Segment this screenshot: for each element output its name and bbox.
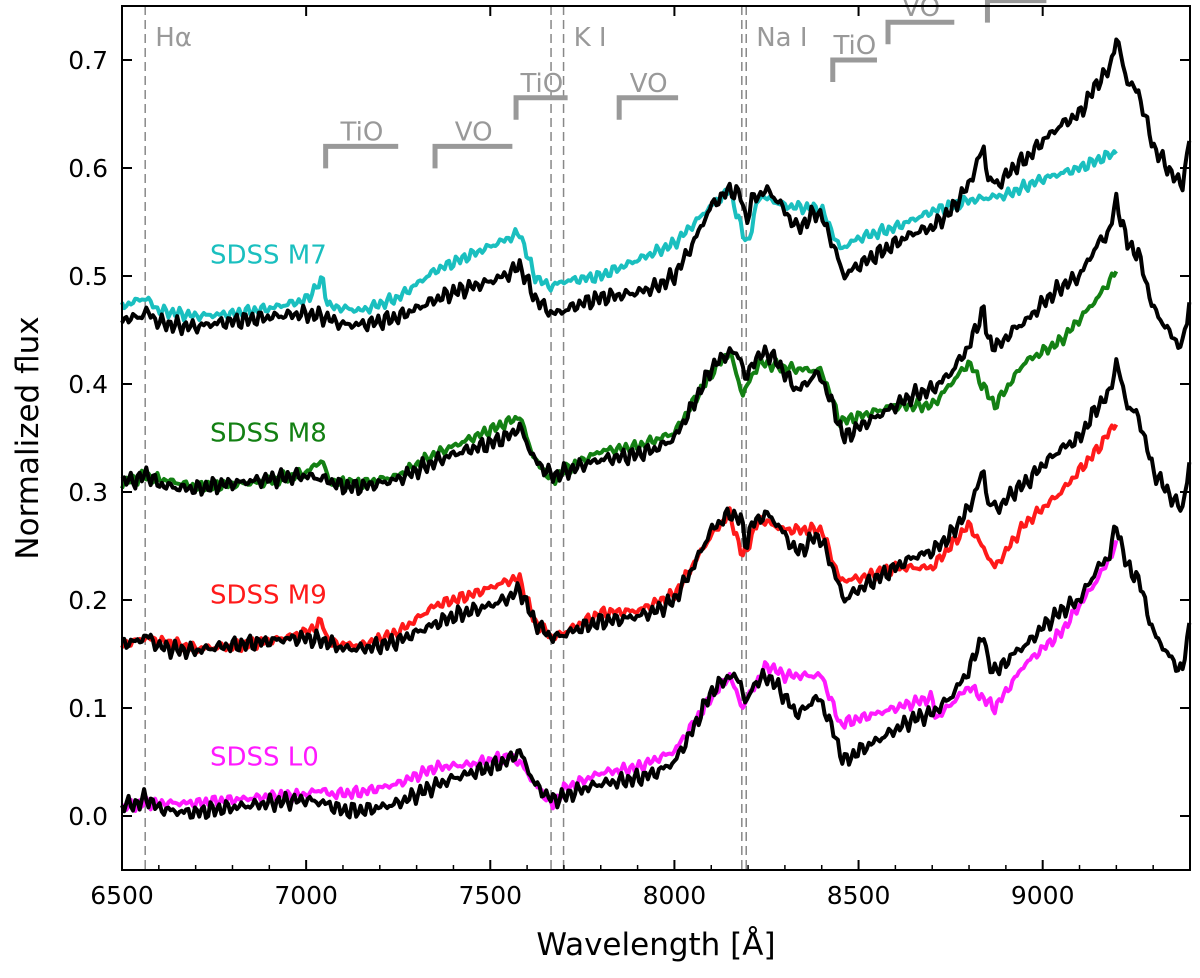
band-bracket-1 [432, 143, 513, 169]
y-tick-label-2: 0.2 [68, 586, 108, 615]
series-line-sdss-m9 [120, 423, 1119, 655]
band-label-0: TiO [340, 117, 384, 147]
x-tick-label-9000: 9000 [1011, 881, 1075, 910]
y-axis-label: Normalized flux [10, 316, 46, 559]
x-tick-label-8500: 8500 [827, 881, 891, 910]
band-label-4: TiO [832, 31, 876, 61]
y-tick-label-0: 0.0 [68, 802, 108, 831]
series-label-sdss-m8: SDSS M8 [210, 419, 327, 449]
band-label-5: VO [902, 0, 940, 23]
series-label-sdss-m7: SDSS M7 [210, 240, 327, 270]
line-marker-label-0: Hα [155, 23, 192, 53]
series-label-sdss-m9: SDSS M9 [210, 581, 327, 611]
band-bracket-2 [513, 95, 568, 120]
template-line-1 [120, 191, 1192, 497]
band-label-6: TiO [995, 0, 1039, 2]
line-marker-label-1: K I [574, 23, 607, 53]
x-tick-label-8000: 8000 [643, 881, 707, 910]
band-label-1: VO [455, 117, 493, 147]
y-axis-ticks: 0.0 0.1 0.2 0.3 0.4 0.5 0.6 0.7 [68, 46, 1190, 831]
band-label-3: VO [630, 69, 668, 99]
x-axis-label: Wavelength [Å] [536, 927, 775, 963]
band-bracket-3 [616, 95, 679, 120]
y-tick-label-6: 0.6 [68, 154, 108, 183]
band-bracket-4 [830, 57, 877, 82]
line-markers: Hα K I Na I [144, 6, 808, 870]
series-line-sdss-m8 [120, 270, 1119, 493]
x-axis-ticks: 6500 7000 7500 8000 8500 9000 [90, 6, 1154, 910]
y-tick-label-1: 0.1 [68, 694, 108, 723]
band-bracket-0 [323, 143, 399, 169]
y-tick-label-7: 0.7 [68, 46, 108, 75]
molecular-bands: TiO VO TiO VO TiO VO TiO [323, 0, 1047, 169]
spectra-series [120, 37, 1192, 820]
template-line-0 [120, 37, 1192, 337]
series-label-sdss-l0: SDSS L0 [210, 743, 319, 773]
template-line-2 [122, 357, 1192, 660]
band-bracket-5 [885, 19, 955, 45]
plot-frame [121, 5, 1191, 871]
x-tick-label-7000: 7000 [274, 881, 338, 910]
y-tick-label-5: 0.5 [68, 262, 108, 291]
template-line-3 [120, 524, 1192, 820]
x-tick-label-6500: 6500 [90, 881, 154, 910]
band-bracket-6 [984, 0, 1047, 23]
x-tick-label-7500: 7500 [458, 881, 522, 910]
y-tick-label-3: 0.3 [68, 478, 108, 507]
series-labels: SDSS M7 SDSS M8 SDSS M9 SDSS L0 [210, 240, 327, 772]
line-marker-label-2: Na I [756, 23, 807, 53]
y-tick-label-4: 0.4 [68, 370, 108, 399]
band-label-2: TiO [519, 69, 563, 99]
